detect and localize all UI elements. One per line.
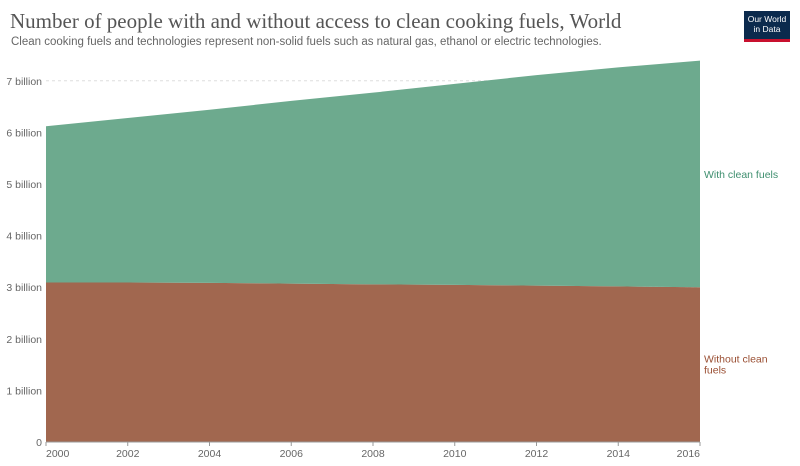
owid-logo[interactable]: Our World in Data <box>744 11 790 42</box>
x-tick-label: 2004 <box>198 448 222 460</box>
y-tick-label: 2 billion <box>6 334 42 346</box>
logo-line-2: in Data <box>753 24 781 34</box>
x-tick-label: 2016 <box>677 448 701 460</box>
y-tick-label: 0 <box>36 437 42 449</box>
x-tick-label: 2014 <box>607 448 631 460</box>
x-tick-label: 2012 <box>525 448 549 460</box>
area-series-without-clean-fuels[interactable] <box>46 282 700 442</box>
series-label-with-clean-fuels: With clean fuels <box>704 169 778 181</box>
x-tick-label: 2000 <box>46 448 70 460</box>
x-tick-label: 2002 <box>116 448 140 460</box>
logo-line-1: Our World <box>747 14 787 24</box>
y-tick-label: 5 billion <box>6 179 42 191</box>
y-tick-label: 1 billion <box>6 385 42 397</box>
y-tick-label: 6 billion <box>6 127 42 139</box>
x-tick-label: 2010 <box>443 448 467 460</box>
y-tick-label: 3 billion <box>6 282 42 294</box>
y-tick-label: 4 billion <box>6 231 42 243</box>
area-series-with-clean-fuels[interactable] <box>46 60 700 288</box>
series-label-line: With clean fuels <box>704 169 778 181</box>
y-tick-label: 7 billion <box>6 76 42 88</box>
series-label-line: fuels <box>704 365 726 377</box>
x-tick-label: 2008 <box>361 448 385 460</box>
series-label-without-clean-fuels: Without clean fuels <box>704 354 768 377</box>
chart-title: Number of people with and without access… <box>10 9 622 33</box>
chart-subtitle: Clean cooking fuels and technologies rep… <box>11 36 602 48</box>
x-tick-label: 2006 <box>280 448 304 460</box>
series-label-line: Without clean <box>704 354 768 366</box>
